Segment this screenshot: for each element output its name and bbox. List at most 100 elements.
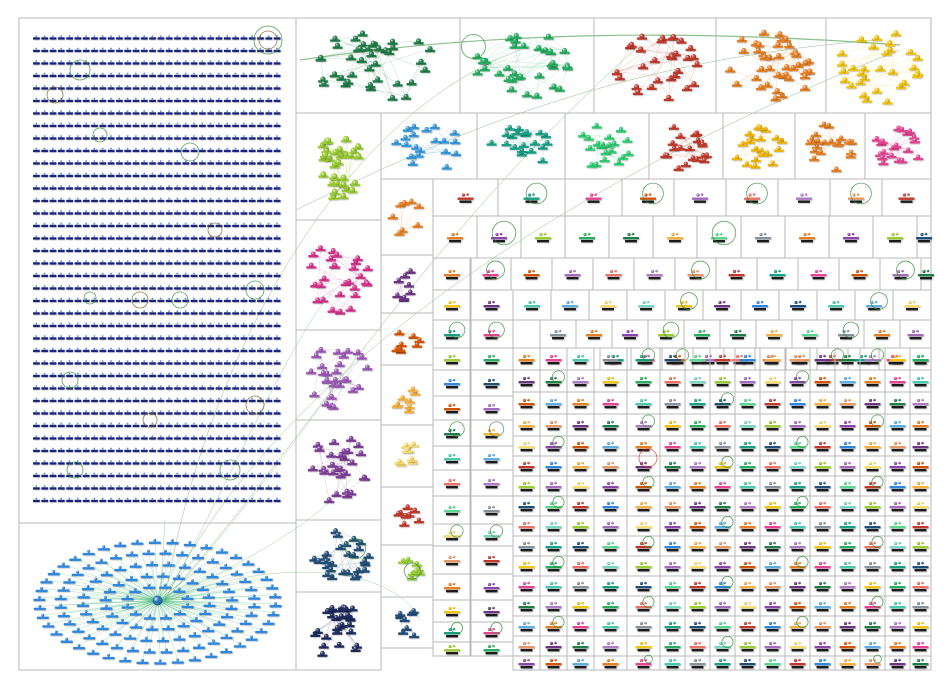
node — [143, 35, 146, 37]
node-label — [57, 112, 65, 115]
node-label — [248, 187, 256, 190]
node — [76, 110, 79, 112]
node-shine — [85, 197, 87, 200]
node — [267, 435, 270, 437]
node — [85, 260, 87, 262]
node — [234, 285, 237, 287]
node-shine — [60, 110, 62, 112]
node-label — [149, 174, 157, 178]
node — [251, 35, 253, 37]
node-label — [232, 349, 240, 353]
node-shine — [159, 322, 162, 325]
node-shine — [159, 185, 162, 187]
node-label — [273, 112, 281, 115]
node — [143, 160, 146, 162]
node — [226, 197, 229, 200]
inter-group-edge — [169, 571, 421, 621]
node-label — [74, 274, 82, 278]
node-label — [107, 387, 115, 390]
node — [126, 85, 129, 87]
node-label — [116, 237, 123, 240]
node-shine — [234, 72, 237, 75]
node-shine — [209, 147, 212, 150]
node-label — [124, 74, 132, 78]
node — [259, 322, 262, 325]
node-shine — [126, 60, 129, 62]
node — [242, 360, 245, 362]
node-label — [207, 99, 215, 103]
node — [184, 110, 187, 112]
node — [201, 47, 204, 50]
node-label — [66, 149, 74, 153]
node-label — [273, 324, 281, 328]
node — [143, 410, 146, 412]
node-label — [223, 274, 231, 278]
node-label — [248, 149, 256, 153]
node-shine — [110, 185, 112, 187]
node-label — [116, 437, 123, 440]
node-label — [74, 299, 82, 303]
node — [251, 435, 253, 437]
node — [226, 335, 229, 337]
node-label — [116, 212, 123, 215]
node-label — [182, 62, 190, 65]
node-label — [57, 237, 65, 240]
node-shine — [118, 297, 121, 300]
node-shine — [60, 35, 62, 37]
node — [267, 360, 270, 362]
node-label — [132, 262, 140, 265]
node-shine — [110, 322, 112, 325]
node-shine — [209, 335, 212, 337]
node — [126, 235, 129, 237]
node-label — [57, 187, 65, 190]
node-label — [223, 374, 231, 378]
node — [60, 360, 62, 362]
node-shine — [35, 447, 38, 450]
node-label — [41, 237, 49, 240]
node — [101, 435, 104, 437]
node-label — [182, 224, 190, 228]
node-shine — [43, 435, 46, 437]
node-label — [199, 162, 206, 165]
node — [193, 272, 195, 275]
node-shine — [259, 47, 262, 50]
node-shine — [101, 210, 104, 212]
node-label — [41, 224, 49, 228]
node-label — [124, 337, 132, 340]
node-label — [265, 112, 273, 115]
node-shine — [76, 410, 79, 412]
node — [168, 185, 170, 187]
node-shine — [234, 97, 237, 100]
node-shine — [176, 385, 179, 387]
node-label — [99, 137, 107, 140]
node-shine — [259, 335, 262, 337]
node-label — [257, 337, 264, 340]
node-shine — [259, 435, 262, 437]
node-shine — [143, 260, 146, 262]
node — [60, 285, 62, 287]
node-shine — [68, 160, 71, 162]
node-shine — [126, 297, 129, 300]
node-shine — [209, 322, 212, 325]
node-label — [132, 374, 140, 378]
node-label — [41, 212, 49, 215]
node — [209, 247, 212, 250]
node-label — [107, 237, 115, 240]
node — [85, 360, 87, 362]
node — [134, 310, 137, 312]
node — [93, 310, 96, 312]
node-shine — [184, 372, 187, 375]
node-label — [207, 224, 215, 228]
node-shine — [168, 222, 170, 225]
node — [93, 147, 96, 150]
node — [143, 135, 146, 137]
node — [126, 247, 129, 250]
node — [68, 397, 71, 400]
node-shine — [143, 397, 146, 400]
node — [242, 210, 245, 212]
node-label — [49, 37, 57, 40]
node-shine — [234, 160, 237, 162]
node-shine — [101, 285, 104, 287]
node-label — [66, 174, 74, 178]
node-shine — [35, 397, 38, 400]
